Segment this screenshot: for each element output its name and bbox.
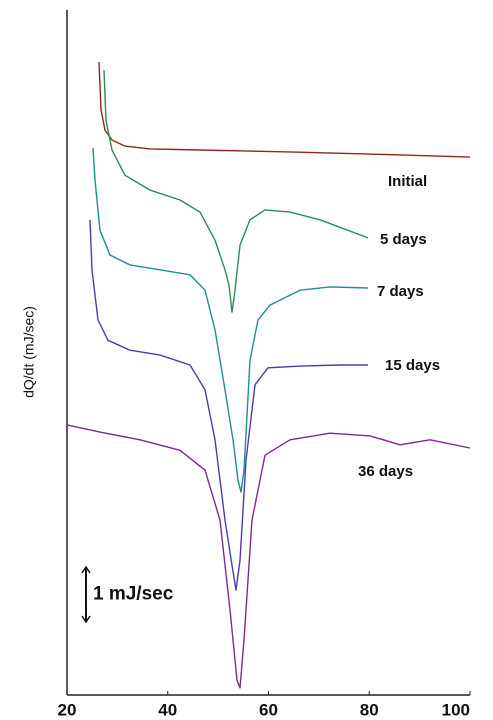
series-line bbox=[98, 61, 471, 158]
series-label: Initial bbox=[388, 173, 427, 190]
x-tick-label: 80 bbox=[360, 700, 379, 719]
series-line bbox=[103, 70, 369, 313]
scale-bar-arrow bbox=[81, 565, 91, 624]
x-tick-label: 20 bbox=[58, 700, 77, 719]
y-axis-title: dQ/dt (mJ/sec) bbox=[21, 306, 37, 398]
series-label: 5 days bbox=[380, 231, 427, 248]
series-label: 15 days bbox=[385, 357, 440, 374]
series-line bbox=[66, 424, 471, 689]
x-tick-label: 40 bbox=[158, 700, 177, 719]
series-line bbox=[92, 147, 369, 493]
series-label: 7 days bbox=[377, 283, 424, 300]
x-tick-label: 60 bbox=[259, 700, 278, 719]
series-line bbox=[89, 219, 368, 591]
series-label: 36 days bbox=[358, 463, 413, 480]
scale-bar-label: 1 mJ/sec bbox=[93, 584, 174, 605]
x-tick-label: 100 bbox=[442, 700, 470, 719]
